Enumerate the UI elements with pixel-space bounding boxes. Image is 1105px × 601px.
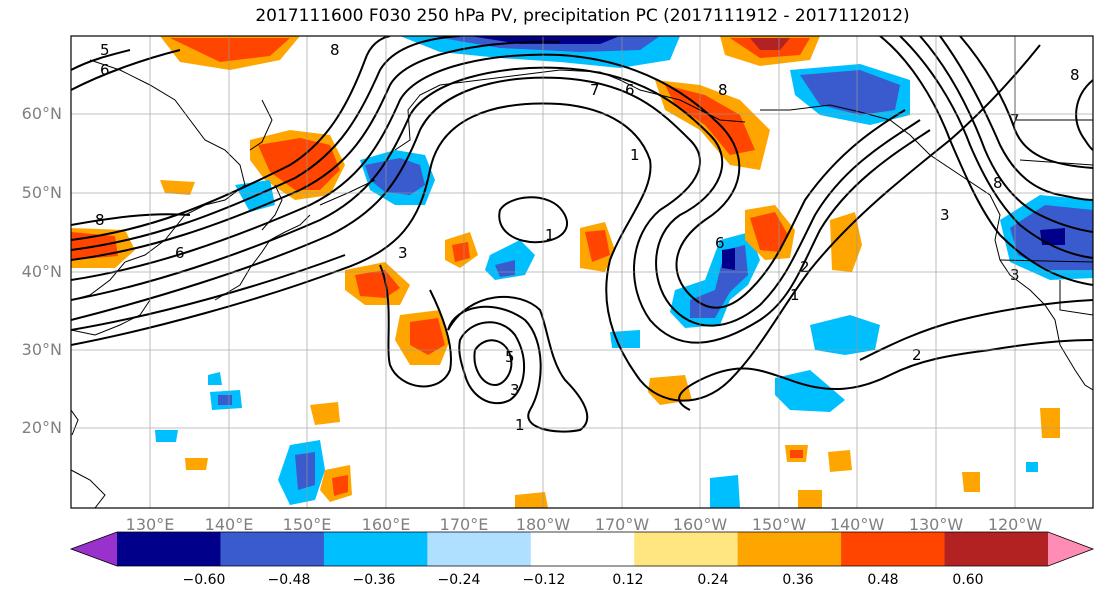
svg-text:1: 1 [630, 146, 640, 164]
svg-text:6: 6 [100, 61, 110, 79]
lon-label-180w: 180°W [515, 515, 571, 534]
colorbar-tick-4: −0.24 [437, 572, 481, 588]
svg-text:3: 3 [510, 381, 520, 399]
lat-label-40n: 40°N [21, 262, 62, 281]
svg-text:8: 8 [993, 174, 1003, 192]
svg-text:8: 8 [718, 81, 728, 99]
svg-text:3: 3 [398, 244, 408, 262]
pv-contours [71, 36, 1093, 433]
colorbar-extend-low [71, 532, 117, 566]
lat-label-20n: 20°N [21, 418, 62, 437]
svg-text:1: 1 [790, 286, 800, 304]
colorbar-tick-6: 0.12 [612, 572, 644, 588]
colorbar-cell [427, 532, 532, 566]
colorbar-cell [737, 532, 842, 566]
precip-shading [71, 36, 1093, 508]
colorbar-tick-2: −0.48 [267, 572, 311, 588]
map-title: 2017111600 F030 250 hPa PV, precipitatio… [255, 6, 910, 26]
colorbar-cell [634, 532, 739, 566]
lon-label-130w: 130°W [908, 515, 964, 534]
lon-label-150e: 150°E [282, 515, 332, 534]
colorbar-cell [944, 532, 1049, 566]
lon-label-150w: 150°W [751, 515, 807, 534]
colorbar-tick-3: −0.36 [352, 572, 396, 588]
svg-text:6: 6 [625, 81, 635, 99]
svg-text:2: 2 [800, 258, 810, 276]
colorbar-tick-9: 0.48 [867, 572, 899, 588]
svg-text:1: 1 [545, 226, 555, 244]
colorbar-tick-7: 0.24 [697, 572, 729, 588]
colorbar [69, 531, 1095, 567]
colorbar-cell [530, 532, 635, 566]
svg-text:1: 1 [515, 416, 525, 434]
lon-label-160w: 160°W [672, 515, 728, 534]
colorbar-extend-high [1048, 532, 1093, 566]
colorbar-tick-10: 0.60 [952, 572, 984, 588]
colorbar-tick-8: 0.36 [782, 572, 814, 588]
lon-label-130e: 130°E [125, 515, 175, 534]
lon-label-140w: 140°W [829, 515, 885, 534]
lon-label-140e: 140°E [204, 515, 254, 534]
svg-text:2: 2 [912, 346, 922, 364]
lat-label-30n: 30°N [21, 340, 62, 359]
svg-text:6: 6 [715, 234, 725, 252]
svg-text:8: 8 [95, 211, 105, 229]
colorbar-cell [220, 532, 325, 566]
lat-label-50n: 50°N [21, 183, 62, 202]
colorbar-cell [841, 532, 946, 566]
lon-label-170e: 170°E [439, 515, 489, 534]
lon-label-160e: 160°E [361, 515, 411, 534]
svg-text:7: 7 [590, 81, 600, 99]
lon-label-170w: 170°W [594, 515, 650, 534]
svg-text:6: 6 [175, 244, 185, 262]
map-panel: 8 6 3 1 5 3 1 6 1 2 2 3 3 8 7 8 8 5 6 7 … [70, 35, 1094, 509]
gridlines [71, 36, 1093, 508]
colorbar-tick-5: −0.12 [522, 572, 566, 588]
svg-text:8: 8 [1070, 66, 1080, 84]
svg-text:5: 5 [505, 348, 515, 366]
lat-label-60n: 60°N [21, 104, 62, 123]
svg-text:3: 3 [940, 206, 950, 224]
lon-label-120w: 120°W [987, 515, 1043, 534]
colorbar-outline [69, 531, 1095, 567]
svg-text:8: 8 [330, 41, 340, 59]
svg-text:5: 5 [100, 41, 110, 59]
colorbar-cell [117, 532, 221, 566]
colorbar-cell [323, 532, 428, 566]
colorbar-tick-1: −0.60 [182, 572, 226, 588]
